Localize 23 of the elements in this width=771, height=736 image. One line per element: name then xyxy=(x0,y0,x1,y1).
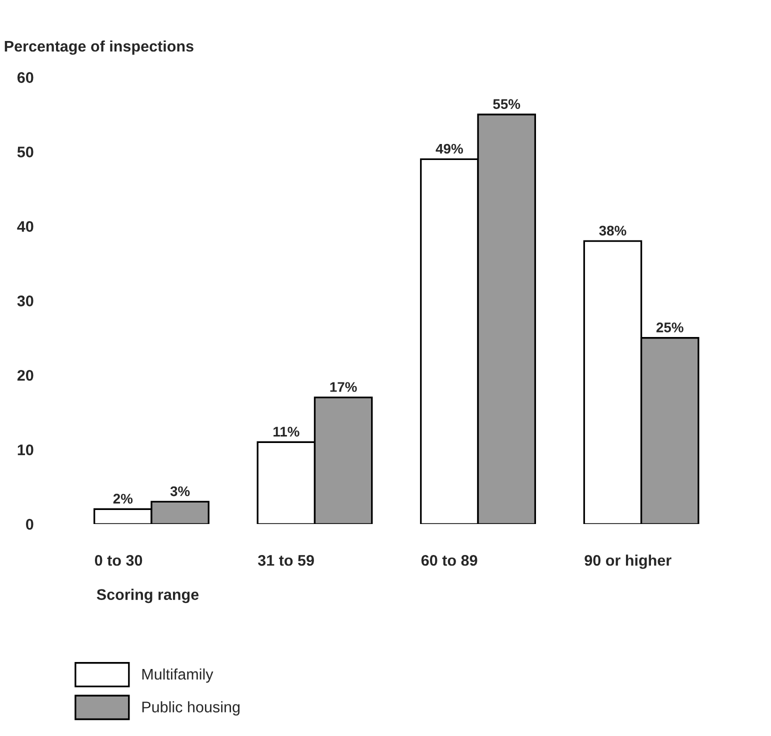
y-axis-title: Percentage of inspections xyxy=(4,40,194,55)
legend-label: Public housing xyxy=(142,701,240,716)
y-tick-label: 60 xyxy=(17,72,34,83)
x-tick-label: 31 to 59 xyxy=(258,554,314,566)
data-label: 17% xyxy=(330,382,357,392)
data-label: 2% xyxy=(113,494,133,504)
y-tick-label: 30 xyxy=(17,296,34,306)
y-tick-label: 50 xyxy=(17,146,34,158)
data-label: 3% xyxy=(170,486,190,496)
y-tick-label: 20 xyxy=(17,370,34,381)
legend-label: Multifamily xyxy=(142,668,214,683)
data-label: 55% xyxy=(493,99,520,109)
data-label: 11% xyxy=(274,426,300,437)
x-tick-label: 60 to 89 xyxy=(421,554,478,566)
y-tick-label: 40 xyxy=(17,221,34,232)
x-axis-title: Scoring range xyxy=(96,588,199,604)
data-label: 38% xyxy=(599,226,626,236)
y-tick-label: 0 xyxy=(26,518,34,530)
y-tick-label: 10 xyxy=(18,444,34,456)
x-tick-label: 0 to 30 xyxy=(94,554,142,566)
x-tick-label: 90 or higher xyxy=(584,554,672,569)
data-label: 49% xyxy=(436,144,463,154)
data-label: 25% xyxy=(656,322,684,332)
